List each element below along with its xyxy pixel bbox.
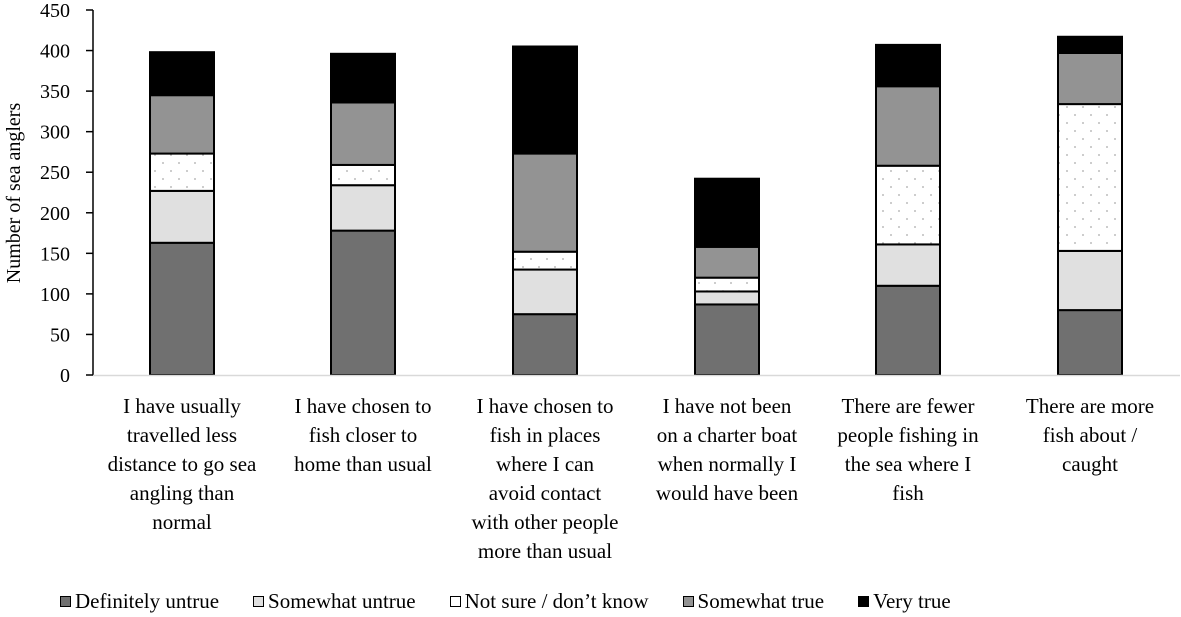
x-category-label: There are fewer people fishing in the se…	[837, 394, 979, 505]
legend-item: Somewhat true	[682, 589, 825, 614]
y-axis-label: Number of sea anglers	[3, 103, 25, 284]
y-tick-label: 300	[40, 122, 70, 144]
bar-segment	[512, 268, 578, 316]
legend-item: Definitely untrue	[60, 589, 219, 614]
y-tick-label: 100	[40, 284, 70, 306]
bar-segment	[875, 43, 941, 88]
y-tick-label: 350	[40, 81, 70, 103]
bar-stack	[875, 43, 941, 376]
y-tick-label: 450	[40, 0, 70, 22]
bar-segment	[330, 184, 396, 232]
y-tick-label: 250	[40, 162, 70, 184]
bar-stack	[330, 52, 396, 376]
x-category-label: There are more fish about / caught	[1025, 394, 1155, 476]
legend-swatch	[60, 596, 71, 607]
bar-segment	[875, 85, 941, 167]
legend-swatch	[253, 596, 265, 607]
legend-item: Not sure / don’t know	[449, 589, 649, 614]
bar-stack	[694, 177, 760, 376]
bar-segment	[330, 52, 396, 104]
x-category-label: I have chosen to fish in places where I …	[471, 394, 619, 563]
legend-swatch	[682, 596, 694, 607]
bar-segment	[149, 189, 215, 244]
legend-swatch	[858, 596, 870, 607]
bar-segment	[1057, 35, 1123, 54]
bar-segment	[875, 243, 941, 287]
y-tick-label: 400	[40, 41, 70, 63]
y-axis: 0 50 100 150 200 250 300 350 400 450	[40, 0, 94, 387]
bar-segment	[149, 152, 215, 192]
legend-label: Not sure / don’t know	[464, 589, 649, 613]
bar-segment	[512, 45, 578, 155]
legend-label: Somewhat true	[697, 589, 825, 613]
bar-segment	[1057, 103, 1123, 252]
x-category-label: I have chosen to fish closer to home tha…	[294, 394, 432, 476]
y-tick-label: 200	[40, 203, 70, 225]
bar-stack	[1057, 35, 1123, 376]
bar-segment	[149, 51, 215, 97]
bar-segment	[694, 303, 760, 376]
bar-segment	[512, 152, 578, 253]
bar-segment	[330, 163, 396, 187]
bar-segment	[512, 313, 578, 376]
bar-segment	[512, 250, 578, 271]
bar-segment	[1057, 51, 1123, 106]
legend-item: Very true	[858, 589, 951, 614]
bars	[149, 35, 1123, 376]
bar-segment	[149, 94, 215, 155]
bar-segment	[330, 101, 396, 166]
bar-stack	[149, 51, 215, 376]
bar-segment	[694, 245, 760, 279]
x-category-label: I have usually travelled less distance t…	[107, 394, 257, 534]
bar-segment	[149, 241, 215, 376]
bar-segment	[694, 290, 760, 306]
bar-segment	[875, 284, 941, 376]
bar-segment	[330, 229, 396, 376]
legend: Definitely untrue Somewhat untrue Not sure…	[60, 589, 985, 614]
bar-stack	[512, 45, 578, 376]
legend-label: Very true	[873, 589, 951, 613]
legend-label: Somewhat untrue	[268, 589, 416, 613]
legend-label: Definitely untrue	[75, 589, 220, 613]
legend-item: Somewhat untrue	[253, 589, 416, 614]
y-tick-label: 50	[50, 324, 70, 346]
y-tick-label: 150	[40, 243, 70, 265]
bar-segment	[694, 276, 760, 293]
y-tick-label: 0	[60, 365, 70, 387]
bar-segment	[1057, 309, 1123, 376]
bar-segment	[875, 164, 941, 246]
x-category-label: I have not been on a charter boat when n…	[655, 394, 799, 505]
bar-segment	[1057, 249, 1123, 312]
legend-swatch	[449, 596, 461, 607]
bar-segment	[694, 177, 760, 248]
